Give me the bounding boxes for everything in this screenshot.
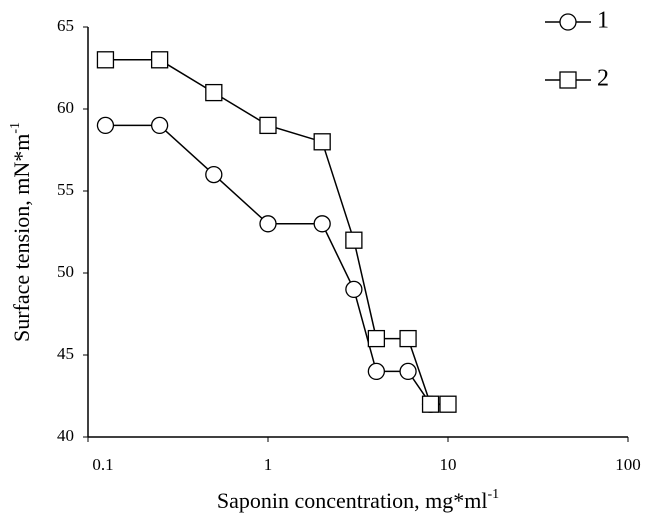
marker [205, 165, 223, 184]
y-tick-label: 45 [57, 344, 74, 363]
x-tick-label: 1 [264, 455, 273, 474]
marker [259, 116, 277, 135]
y-tick-label: 55 [57, 180, 74, 199]
marker [205, 83, 223, 102]
marker [345, 231, 363, 249]
y-tick-label: 60 [57, 98, 74, 117]
y-tick-label: 50 [57, 262, 74, 281]
marker [421, 395, 440, 413]
marker [259, 215, 277, 233]
marker [313, 133, 331, 151]
y-tick-label: 40 [57, 426, 74, 445]
x-axis-title: Saponin concentration, mg*ml-1 [217, 487, 499, 513]
marker [313, 215, 331, 233]
legend-marker [559, 71, 577, 89]
marker [399, 329, 417, 348]
marker [399, 362, 417, 381]
x-tick-label: 100 [615, 455, 641, 474]
marker [439, 395, 457, 413]
series-line [105, 124, 432, 405]
x-tick-label: 10 [440, 455, 457, 474]
marker [150, 51, 169, 69]
marker [96, 51, 115, 69]
marker [345, 280, 363, 299]
y-tick-label: 65 [57, 16, 74, 35]
marker [367, 362, 386, 381]
marker [96, 116, 115, 135]
y-axis-title: Surface tension, mN*m-1 [8, 122, 34, 342]
legend-label: 1 [597, 8, 609, 34]
legend-label: 2 [597, 66, 609, 92]
marker [150, 116, 169, 135]
x-tick-label: 0.1 [92, 455, 113, 474]
legend-marker [559, 13, 577, 31]
series-line [105, 59, 448, 405]
marker [367, 329, 386, 348]
